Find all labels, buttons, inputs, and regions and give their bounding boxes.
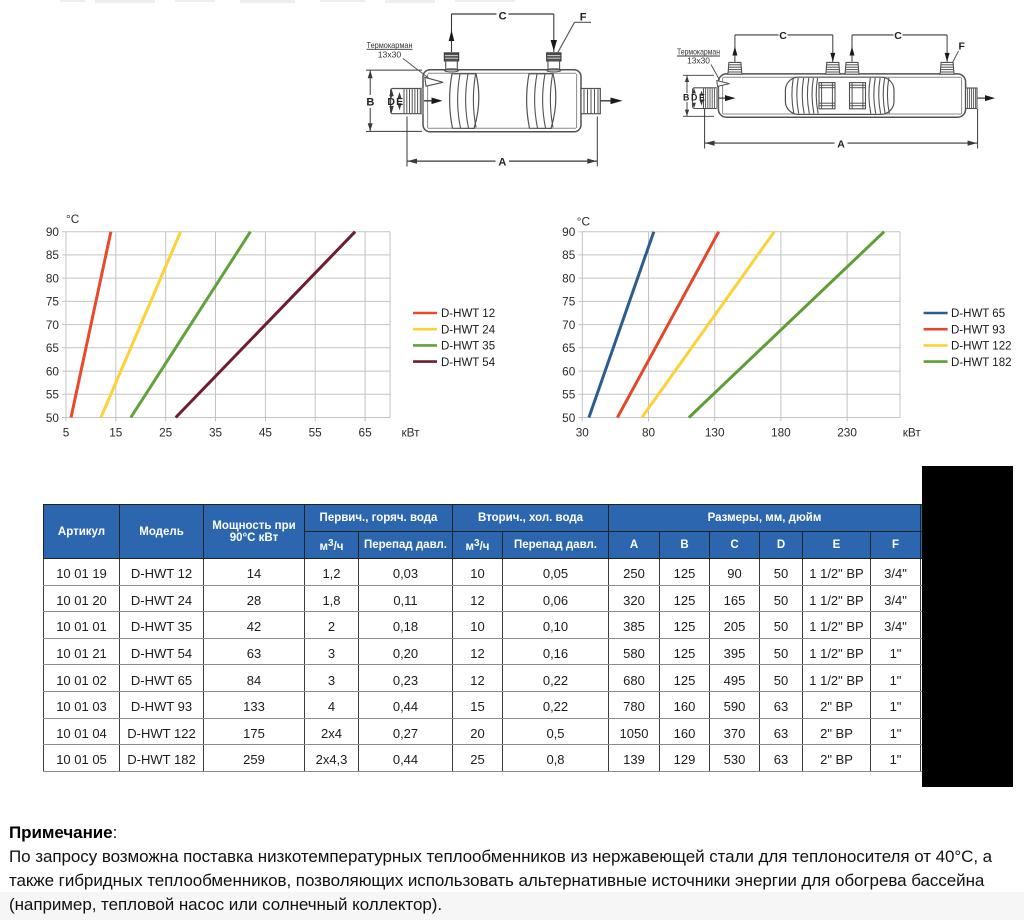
svg-text:50: 50 bbox=[562, 411, 576, 425]
svg-text:13х30: 13х30 bbox=[687, 55, 710, 65]
svg-text:кВт: кВт bbox=[402, 425, 421, 439]
svg-text:80: 80 bbox=[46, 271, 60, 285]
svg-text:180: 180 bbox=[771, 425, 791, 439]
svg-text:80: 80 bbox=[562, 271, 576, 285]
svg-text:F: F bbox=[580, 12, 587, 24]
svg-text:45: 45 bbox=[259, 425, 273, 439]
svg-text:B: B bbox=[683, 93, 689, 103]
svg-text:65: 65 bbox=[359, 425, 373, 439]
svg-text:65: 65 bbox=[562, 341, 576, 355]
svg-text:E: E bbox=[396, 96, 403, 108]
svg-text:60: 60 bbox=[562, 364, 576, 378]
svg-text:90: 90 bbox=[46, 225, 60, 239]
svg-text:35: 35 bbox=[209, 425, 223, 439]
svg-text:F: F bbox=[958, 41, 965, 53]
svg-text:15: 15 bbox=[109, 425, 123, 439]
svg-text:55: 55 bbox=[562, 388, 576, 402]
svg-text:25: 25 bbox=[159, 425, 173, 439]
svg-text:D: D bbox=[387, 96, 395, 108]
svg-text:B: B bbox=[366, 96, 374, 108]
svg-text:75: 75 bbox=[46, 295, 60, 309]
svg-text:230: 230 bbox=[837, 425, 857, 439]
svg-text:C: C bbox=[499, 10, 507, 22]
svg-text:°C: °C bbox=[66, 212, 80, 226]
svg-text:130: 130 bbox=[705, 425, 725, 439]
svg-text:E: E bbox=[699, 93, 705, 103]
svg-text:A: A bbox=[837, 138, 845, 150]
svg-text:D-HWT 65: D-HWT 65 bbox=[951, 308, 1005, 320]
svg-text:85: 85 bbox=[562, 248, 576, 262]
svg-text:D-HWT 93: D-HWT 93 bbox=[951, 324, 1005, 336]
svg-text:80: 80 bbox=[642, 425, 656, 439]
svg-text:65: 65 bbox=[46, 341, 60, 355]
svg-text:°C: °C bbox=[577, 214, 591, 228]
svg-text:D-HWT 54: D-HWT 54 bbox=[441, 357, 496, 369]
svg-text:5: 5 bbox=[63, 425, 70, 439]
svg-text:60: 60 bbox=[46, 364, 60, 378]
svg-text:70: 70 bbox=[562, 318, 576, 332]
svg-text:кВт: кВт bbox=[903, 425, 922, 439]
svg-text:C: C bbox=[779, 30, 787, 42]
svg-text:55: 55 bbox=[309, 425, 323, 439]
svg-text:30: 30 bbox=[576, 425, 590, 439]
svg-text:50: 50 bbox=[46, 411, 60, 425]
svg-text:D-HWT 35: D-HWT 35 bbox=[441, 341, 495, 353]
svg-text:85: 85 bbox=[46, 248, 60, 262]
svg-text:D-HWT 24: D-HWT 24 bbox=[441, 324, 496, 336]
svg-text:D-HWT 182: D-HWT 182 bbox=[951, 357, 1012, 369]
svg-text:Термокарман: Термокарман bbox=[367, 40, 413, 50]
svg-text:Термокарман: Термокарман bbox=[677, 47, 720, 57]
svg-text:D-HWT 122: D-HWT 122 bbox=[951, 341, 1012, 353]
svg-text:55: 55 bbox=[46, 388, 60, 402]
svg-text:70: 70 bbox=[46, 318, 60, 332]
svg-text:D-HWT 12: D-HWT 12 bbox=[441, 308, 495, 320]
svg-text:75: 75 bbox=[562, 295, 576, 309]
svg-text:13х30: 13х30 bbox=[378, 49, 402, 59]
svg-text:A: A bbox=[498, 156, 506, 168]
svg-text:D: D bbox=[691, 93, 697, 103]
svg-text:90: 90 bbox=[562, 225, 576, 239]
svg-text:C: C bbox=[894, 30, 902, 42]
